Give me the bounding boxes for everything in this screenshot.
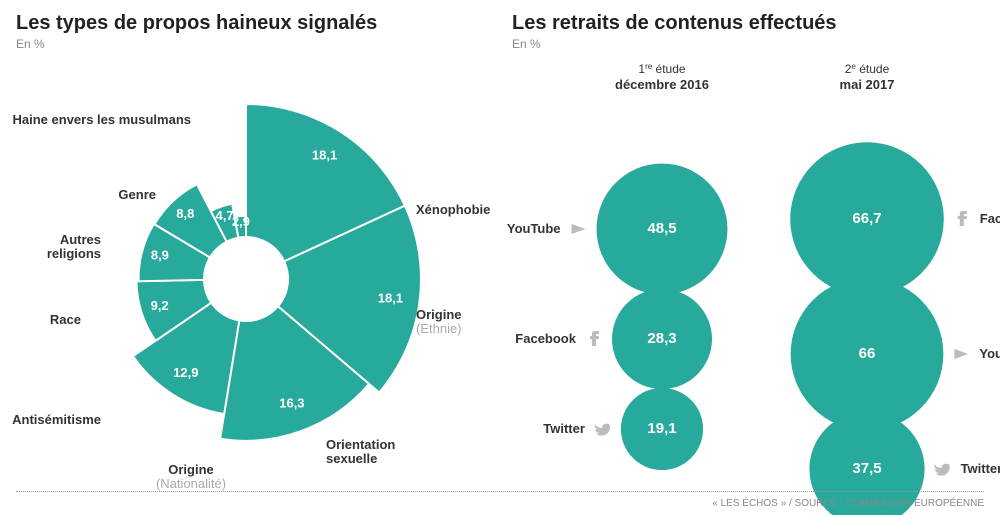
bubble-label: Twitter xyxy=(543,421,585,436)
bubble-label: Twitter xyxy=(961,461,1000,476)
right-subtitle: En % xyxy=(512,37,984,51)
facebook-icon xyxy=(958,211,967,226)
bubble-svg: 1re étudedécembre 201648,5YouTube28,3Fac… xyxy=(512,59,992,489)
bubble-label: YouTube xyxy=(507,221,561,236)
twitter-icon xyxy=(595,424,610,436)
footer-text: « LES ÉCHOS » / SOURCE : COMMISSION EURO… xyxy=(712,498,984,509)
bubble-label: YouTube xyxy=(979,346,1000,361)
polar-value: 8,8 xyxy=(176,206,194,221)
right-title: Les retraits de contenus effectués xyxy=(512,12,984,35)
bubble-col-date: décembre 2016 xyxy=(615,77,709,92)
polar-value: 16,3 xyxy=(279,395,304,410)
right-panel: Les retraits de contenus effectués En % … xyxy=(512,12,984,479)
facebook-icon xyxy=(590,331,599,346)
bubble-value: 48,5 xyxy=(647,220,676,237)
polar-value: 18,1 xyxy=(378,290,403,305)
bubble-value: 28,3 xyxy=(647,330,676,347)
bubble-value: 37,5 xyxy=(852,460,881,477)
bubble-label: Facebook xyxy=(515,331,576,346)
polar-value: 2,9 xyxy=(232,214,250,229)
left-panel: Les types de propos haineux signalés En … xyxy=(16,12,488,479)
bubble-value: 66,7 xyxy=(852,210,881,227)
polar-label: Orientationsexuelle xyxy=(326,437,395,466)
bubble-label: Facebook xyxy=(980,211,1000,226)
bubble-col-date: mai 2017 xyxy=(840,77,895,92)
infographic-root: { "colors":{"teal":"#27a99b","muted":"#a… xyxy=(0,0,1000,515)
polar-label: Haine envers les musulmans xyxy=(13,112,191,127)
bubble-col-header: 2e étude xyxy=(845,62,890,76)
polar-label: Origine xyxy=(416,307,462,322)
youtube-icon xyxy=(954,349,968,359)
left-title: Les types de propos haineux signalés xyxy=(16,12,488,35)
polar-label: Autresreligions xyxy=(47,232,101,261)
footer: « LES ÉCHOS » / SOURCE : COMMISSION EURO… xyxy=(16,491,984,509)
bubble-col-header: 1re étude xyxy=(638,62,686,76)
polar-svg: 18,1 Haine envers les musulmans 18,1 Xénoph… xyxy=(16,59,496,489)
polar-label: Genre xyxy=(118,187,156,202)
polar-label-sub: (Ethnie) xyxy=(416,321,462,336)
polar-label: Antisémitisme xyxy=(12,412,101,427)
twitter-icon xyxy=(934,464,949,476)
polar-value: 9,2 xyxy=(151,298,169,313)
polar-label-sub: (Nationalité) xyxy=(156,476,226,491)
bubble-value: 19,1 xyxy=(647,420,676,437)
polar-value: 12,9 xyxy=(173,365,198,380)
polar-chart: 18,1 Haine envers les musulmans 18,1 Xénoph… xyxy=(16,59,488,479)
polar-label: Origine xyxy=(168,462,214,477)
polar-label: Xénophobie xyxy=(416,202,490,217)
bubble-value: 66 xyxy=(859,345,876,362)
left-subtitle: En % xyxy=(16,37,488,51)
youtube-icon xyxy=(572,224,586,234)
bubble-chart: 1re étudedécembre 201648,5YouTube28,3Fac… xyxy=(512,59,984,479)
polar-value: 18,1 xyxy=(312,148,337,163)
polar-label: Race xyxy=(50,312,81,327)
polar-value: 8,9 xyxy=(151,248,169,263)
